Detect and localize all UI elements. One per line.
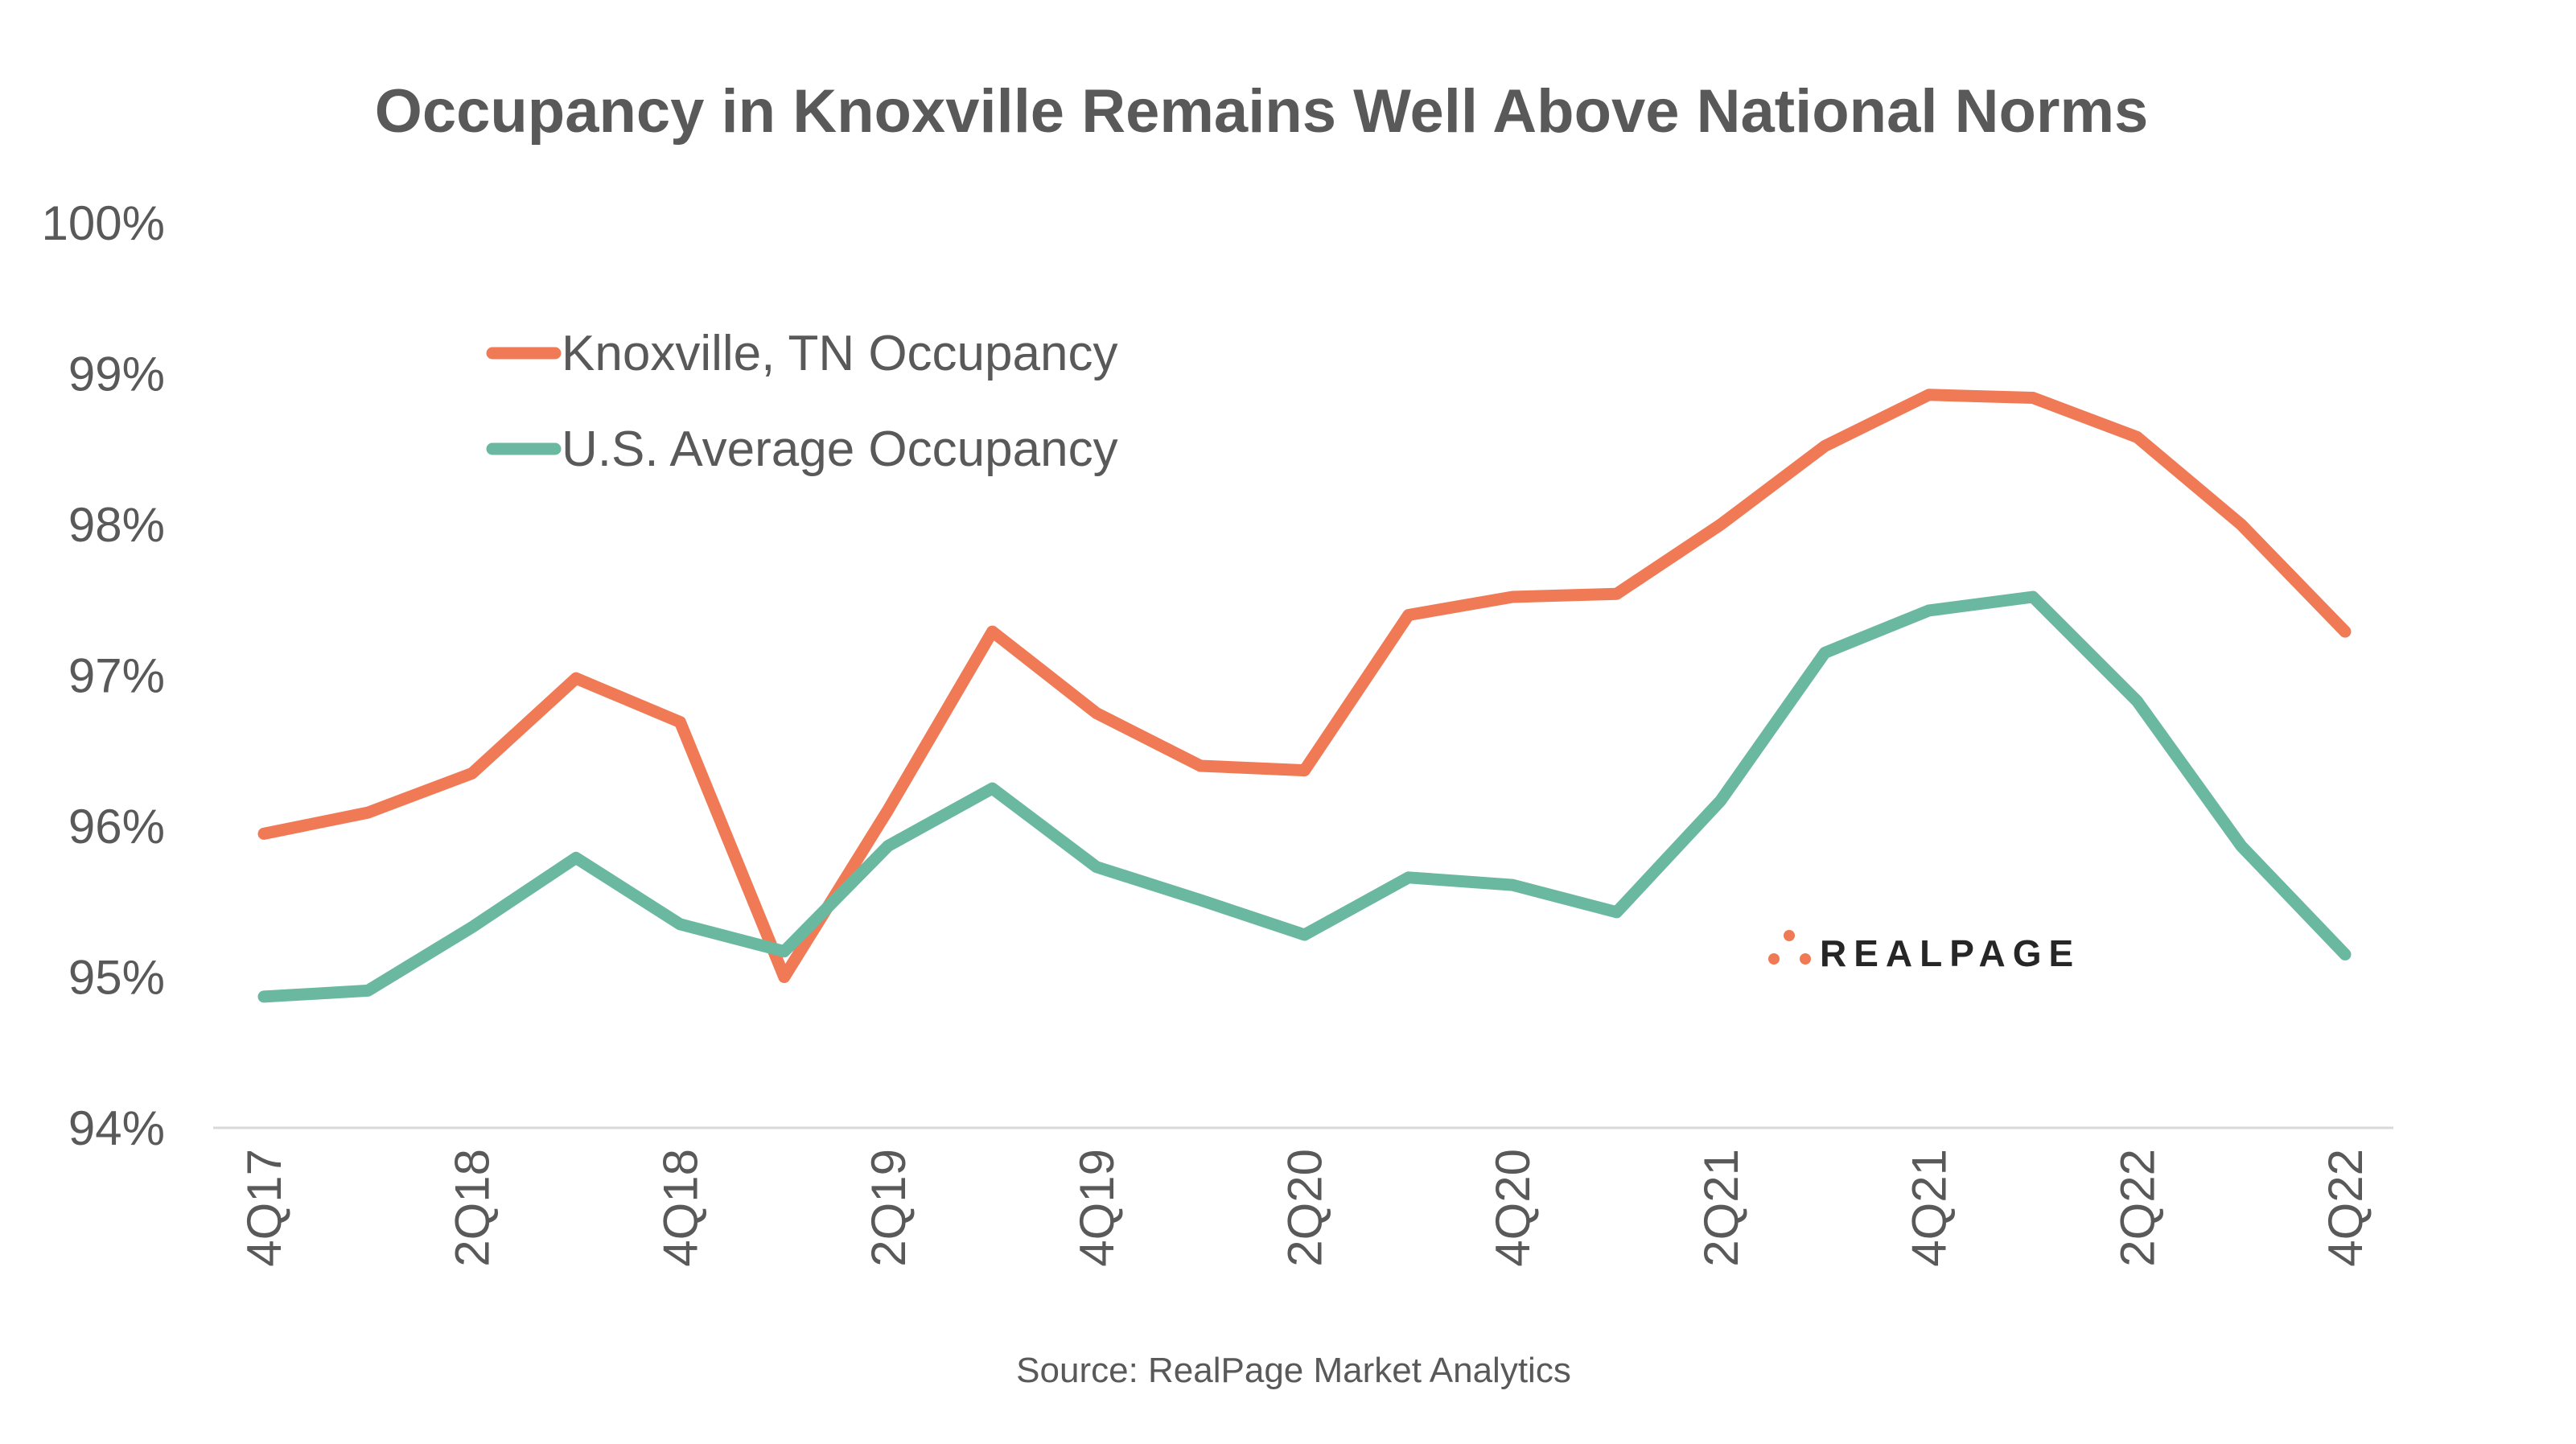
x-tick-label: 4Q20 bbox=[1486, 1149, 1540, 1267]
x-tick-label: 4Q21 bbox=[1903, 1149, 1957, 1267]
x-tick-label: 4Q18 bbox=[653, 1149, 707, 1267]
y-tick-label: 100% bbox=[42, 196, 165, 250]
series-lines bbox=[257, 389, 2352, 1003]
y-tick-label: 98% bbox=[68, 498, 165, 552]
logo-dot bbox=[1800, 953, 1811, 965]
logo-dot bbox=[1784, 930, 1795, 941]
x-tick-label: 4Q22 bbox=[2319, 1149, 2372, 1267]
y-tick-label: 95% bbox=[68, 951, 165, 1005]
legend-label: Knoxville, TN Occupancy bbox=[562, 326, 1117, 381]
x-tick-label: 2Q19 bbox=[862, 1149, 916, 1267]
y-tick-label: 99% bbox=[68, 348, 165, 401]
x-tick-label: 2Q21 bbox=[1694, 1149, 1748, 1267]
series-line-0 bbox=[257, 389, 2352, 983]
realpage-logo: REALPAGE bbox=[1768, 930, 2080, 974]
logo-text: REALPAGE bbox=[1820, 932, 2080, 974]
y-tick-label: 97% bbox=[68, 649, 165, 703]
x-tick-label: 4Q19 bbox=[1070, 1149, 1124, 1267]
x-axis: 4Q17 2Q18 4Q18 2Q19 4Q19 2Q20 4Q20 2Q21 4Q21 2Q22… bbox=[237, 1149, 2372, 1267]
legend-label: U.S. Average Occupancy bbox=[562, 422, 1118, 477]
chart-title: Occupancy in Knoxville Remains Well Abov… bbox=[375, 77, 2149, 146]
source-note: Source: RealPage Market Analytics bbox=[1016, 1351, 1571, 1390]
x-tick-label: 2Q18 bbox=[446, 1149, 500, 1267]
logo-dot bbox=[1768, 953, 1780, 965]
y-axis: 94% 95% 96% 97% 98% 99% 100% bbox=[42, 196, 165, 1155]
x-tick-label: 2Q22 bbox=[2110, 1149, 2164, 1267]
y-tick-label: 96% bbox=[68, 800, 165, 854]
legend: Knoxville, TN Occupancy U.S. Average Occu… bbox=[486, 326, 1118, 477]
x-tick-label: 2Q20 bbox=[1278, 1149, 1332, 1267]
y-tick-label: 94% bbox=[68, 1101, 165, 1155]
x-tick-label: 4Q17 bbox=[237, 1149, 291, 1267]
